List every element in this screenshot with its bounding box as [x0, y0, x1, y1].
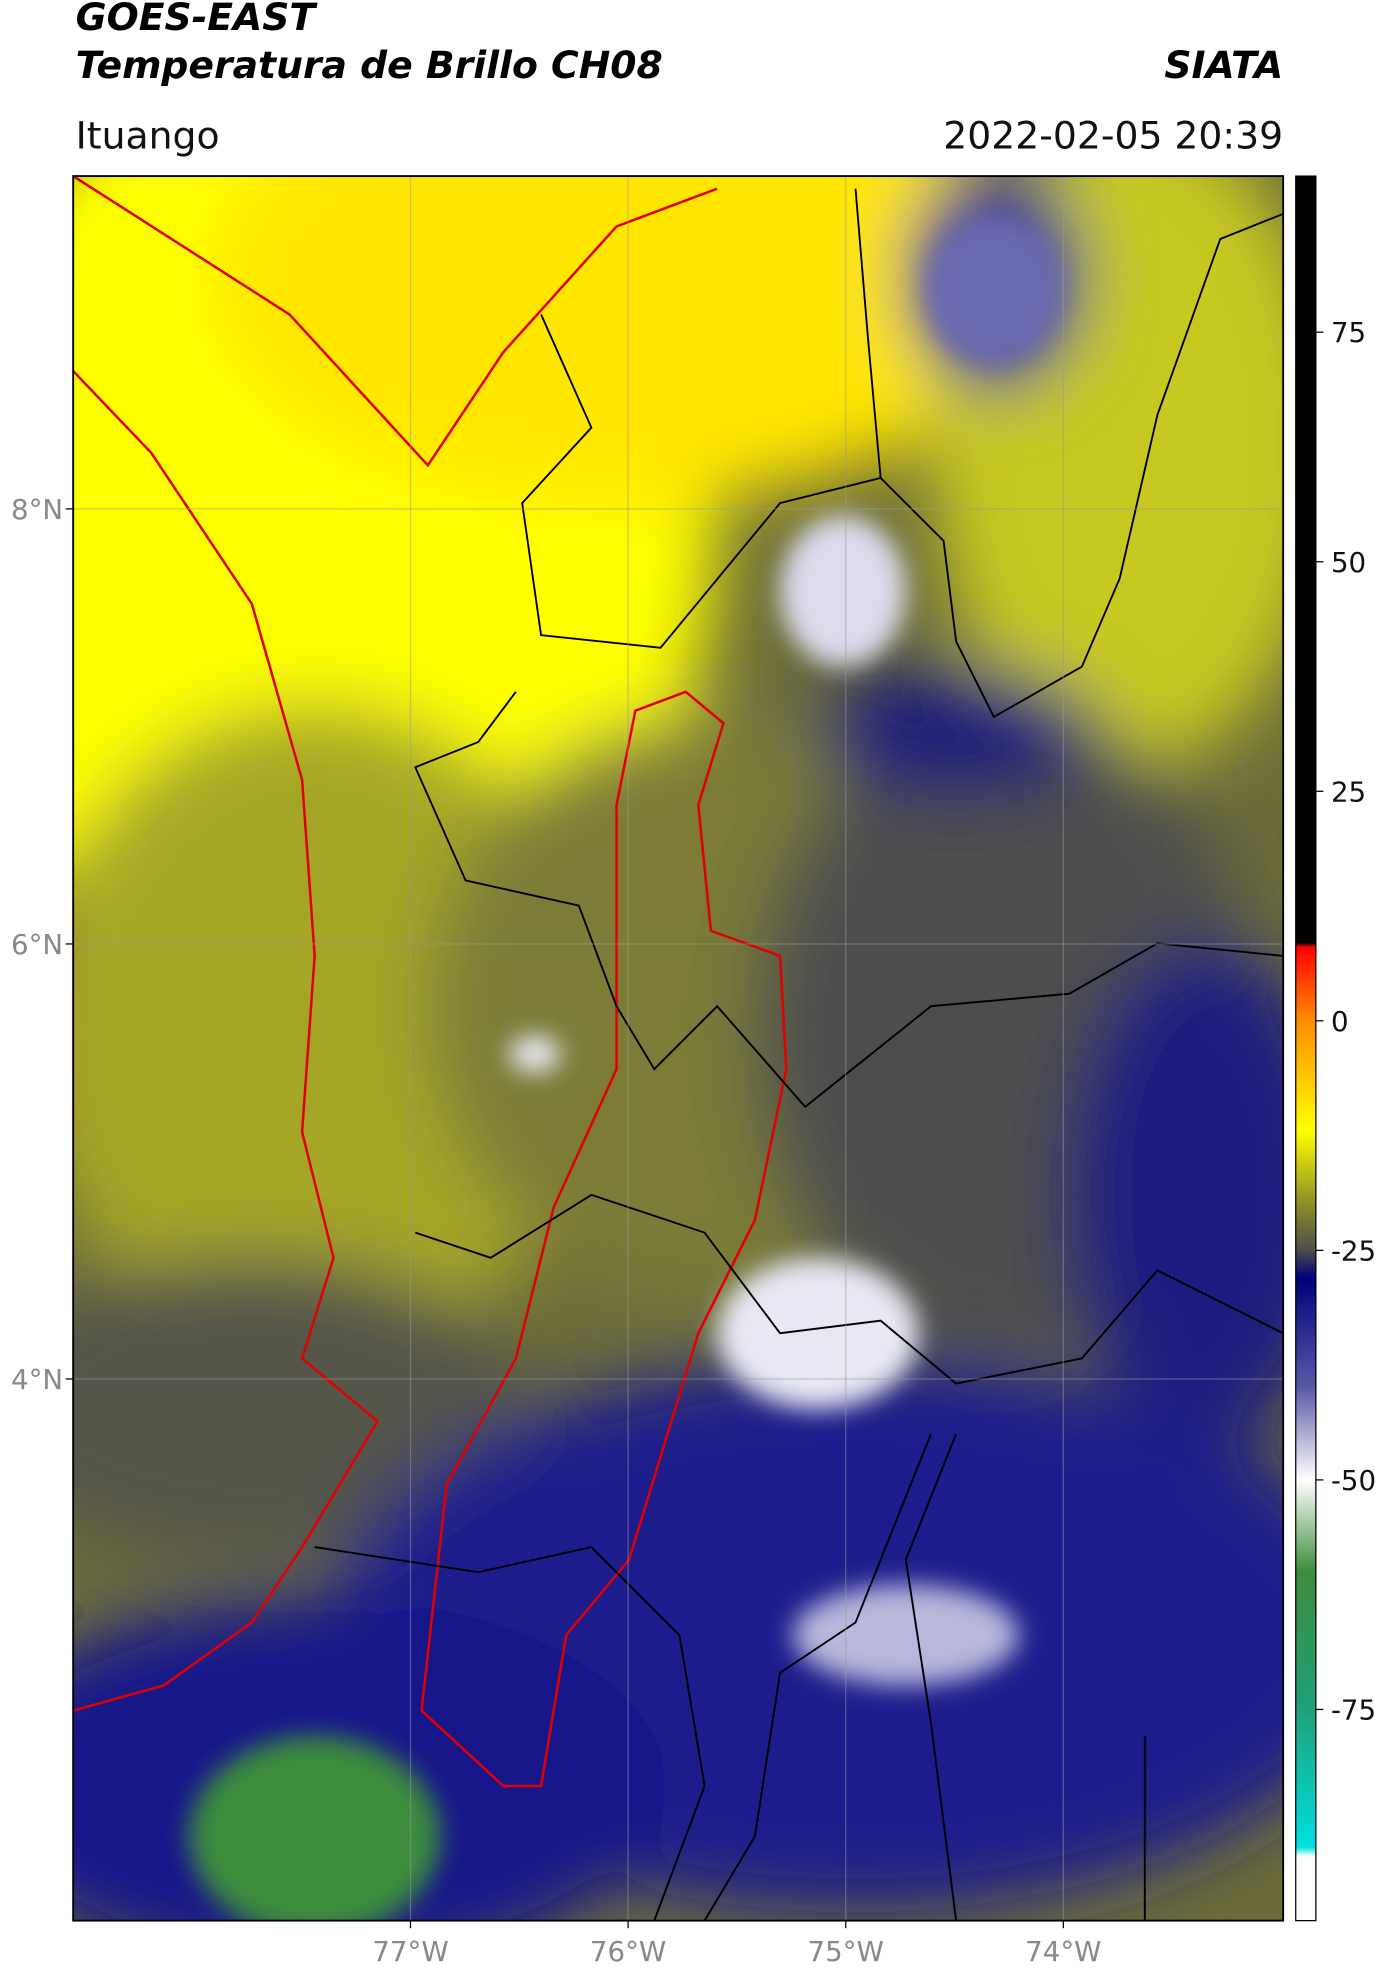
- basin-outline: [420, 690, 788, 1788]
- colorbar-tick-label: 75: [1331, 316, 1366, 349]
- coastline: [73, 176, 718, 468]
- y-tick-label: 8°N: [11, 493, 63, 526]
- subtitle: Temperatura de Brillo CH08: [76, 43, 663, 87]
- colorbar-tick-label: 0: [1331, 1005, 1349, 1038]
- y-tick-label: 6°N: [11, 928, 63, 961]
- coastline: [73, 370, 380, 1712]
- colorbar-tick-label: 50: [1331, 546, 1366, 579]
- colorbar: [1295, 175, 1317, 1922]
- region: Ituango: [76, 113, 220, 157]
- colorbar-tick-label: 25: [1331, 775, 1366, 808]
- x-tick-label: 75°W: [808, 1935, 884, 1968]
- source: SIATA: [1164, 43, 1283, 87]
- colorbar-tick-label: -25: [1331, 1234, 1376, 1267]
- map-frame: [72, 175, 1285, 1922]
- y-tick-label: 4°N: [11, 1363, 63, 1396]
- satellite-image: [73, 176, 1284, 1921]
- title: GOES-EAST: [76, 0, 319, 39]
- x-tick-label: 77°W: [372, 1935, 448, 1968]
- x-tick-label: 76°W: [590, 1935, 666, 1968]
- admin-boundaries: [314, 188, 1284, 1921]
- x-tick-label: 74°W: [1025, 1935, 1101, 1968]
- colorbar-tick-label: -75: [1331, 1694, 1376, 1727]
- colorbar-tick-label: -50: [1331, 1464, 1376, 1497]
- date: 2022-02-05 20:39: [943, 113, 1283, 157]
